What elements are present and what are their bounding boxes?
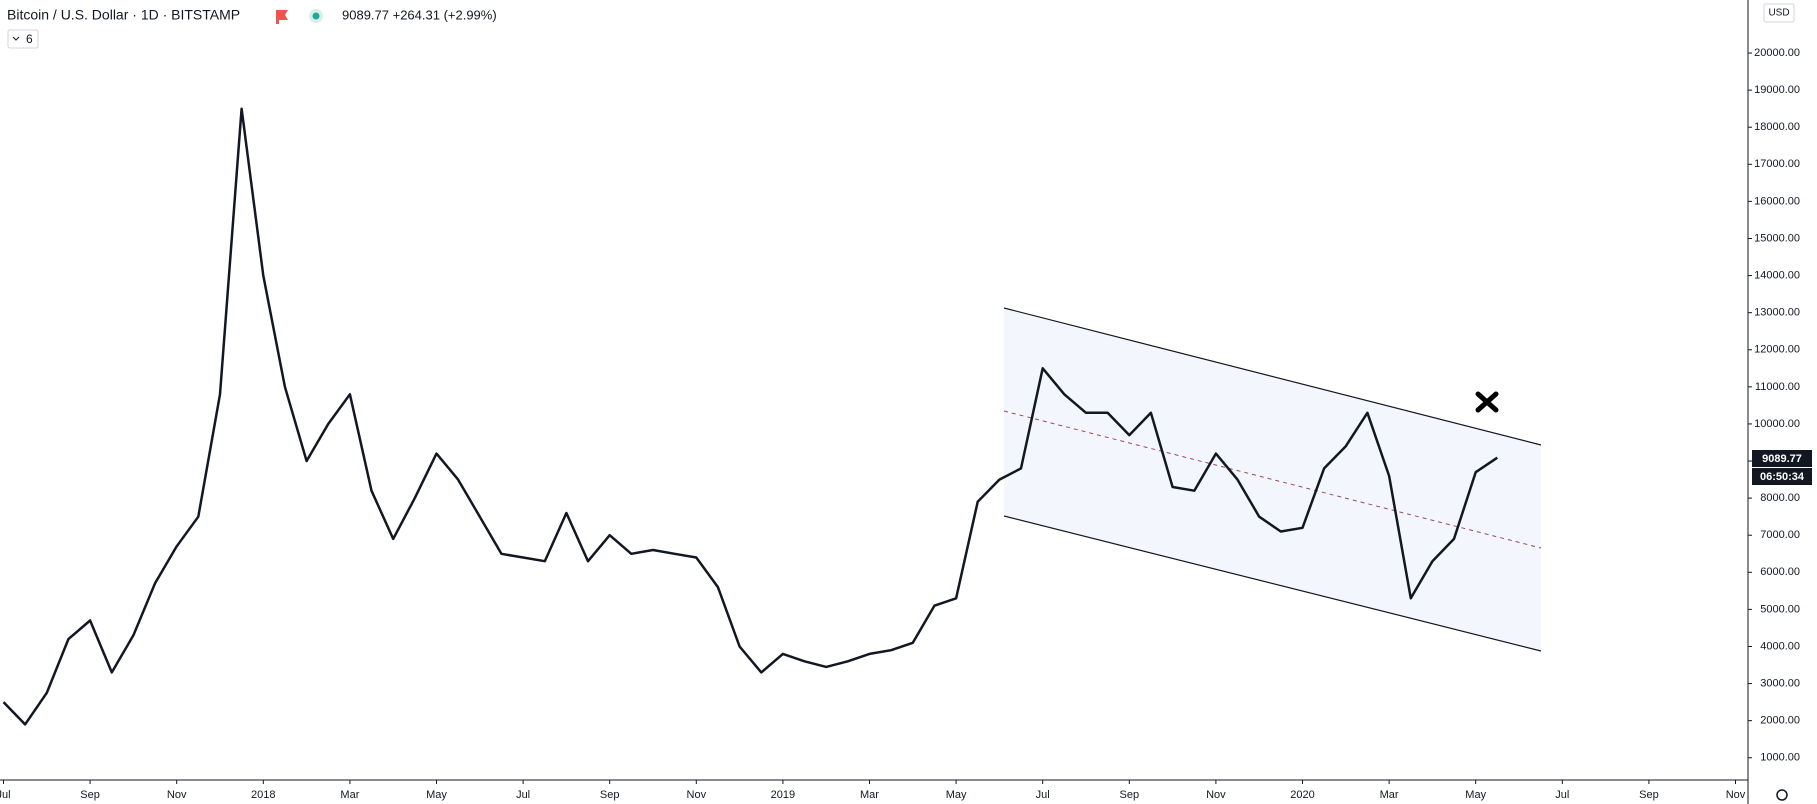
x-tick-label: Sep bbox=[80, 789, 100, 801]
price-line bbox=[2, 107, 1498, 726]
countdown: 06:50:34 bbox=[1760, 471, 1805, 483]
settings-gear bbox=[1776, 789, 1788, 801]
y-tick-label: 12000.00 bbox=[1754, 344, 1800, 356]
x-tick-label: Mar bbox=[860, 789, 879, 801]
x-tick-label: 2018 bbox=[251, 789, 275, 801]
y-tick-label: 18000.00 bbox=[1754, 121, 1800, 133]
channel-fill bbox=[1004, 308, 1541, 651]
x-tick-label: May bbox=[426, 789, 447, 801]
y-tick-label: 20000.00 bbox=[1754, 47, 1800, 59]
y-tick-label: 7000.00 bbox=[1760, 529, 1800, 541]
last-price-box bbox=[1752, 450, 1812, 467]
price-summary: 9089.77 +264.31 (+2.99%) bbox=[342, 7, 497, 22]
y-tick-label: 16000.00 bbox=[1754, 195, 1800, 207]
x-tick-label: May bbox=[946, 789, 967, 801]
y-tick-label: 15000.00 bbox=[1754, 232, 1800, 244]
y-tick-label: 8000.00 bbox=[1760, 492, 1800, 504]
settings-icon[interactable] bbox=[1776, 789, 1788, 801]
x-tick-label: May bbox=[1465, 789, 1486, 801]
countdown-box bbox=[1752, 468, 1812, 485]
channel-upper bbox=[1003, 307, 1542, 446]
y-tick-label: 5000.00 bbox=[1760, 603, 1800, 615]
y-tick-label: 3000.00 bbox=[1760, 677, 1800, 689]
x-tick-label: Jul bbox=[516, 789, 530, 801]
x-tick-label: Mar bbox=[1380, 789, 1399, 801]
y-tick-label: 4000.00 bbox=[1760, 640, 1800, 652]
y-tick-label: 1000.00 bbox=[1760, 752, 1800, 764]
x-tick-label: Sep bbox=[600, 789, 620, 801]
x-tick-label: Nov bbox=[1726, 789, 1746, 801]
x-tick-label: 2020 bbox=[1290, 789, 1314, 801]
x-tick-label: Sep bbox=[1639, 789, 1659, 801]
y-tick-label: 13000.00 bbox=[1754, 307, 1800, 319]
y-tick-label: 6000.00 bbox=[1760, 566, 1800, 578]
indicator-toggle[interactable] bbox=[7, 29, 39, 49]
x-tick-label: 2019 bbox=[771, 789, 795, 801]
x-tick-label: Mar bbox=[340, 789, 359, 801]
x-tick-label: Nov bbox=[1206, 789, 1226, 801]
y-tick-label: 2000.00 bbox=[1760, 715, 1800, 727]
y-tick-label: 14000.00 bbox=[1754, 269, 1800, 281]
y-tick-label: 17000.00 bbox=[1754, 158, 1800, 170]
x-tick-label: Jul bbox=[1036, 789, 1050, 801]
x-marker bbox=[1475, 391, 1499, 413]
indicator-count: 6 bbox=[26, 32, 33, 46]
x-tick-label: Nov bbox=[167, 789, 187, 801]
chevron bbox=[12, 36, 20, 41]
axes: 1000.00 2000.00 3000.00 4000.00 5000.00 6000.… bbox=[0, 47, 1800, 801]
x-tick-label: Nov bbox=[687, 789, 707, 801]
chart-title: Bitcoin / U.S. Dollar · 1D · BITSTAMP bbox=[7, 7, 240, 23]
currency-badge[interactable] bbox=[1763, 3, 1795, 23]
x-tick-label: Jul bbox=[0, 789, 11, 801]
currency-label: USD bbox=[1768, 8, 1789, 19]
x-tick-label: Sep bbox=[1120, 789, 1140, 801]
last-price: 9089.77 bbox=[1762, 453, 1802, 465]
flag-icon bbox=[276, 10, 288, 24]
channel-lower bbox=[1003, 515, 1542, 652]
status-dot bbox=[312, 12, 320, 20]
y-tick-label: 10000.00 bbox=[1754, 418, 1800, 430]
y-tick-label: 11000.00 bbox=[1755, 381, 1800, 393]
y-tick-label: 19000.00 bbox=[1754, 84, 1800, 96]
plot bbox=[2, 107, 1498, 726]
x-tick-label: Jul bbox=[1555, 789, 1569, 801]
